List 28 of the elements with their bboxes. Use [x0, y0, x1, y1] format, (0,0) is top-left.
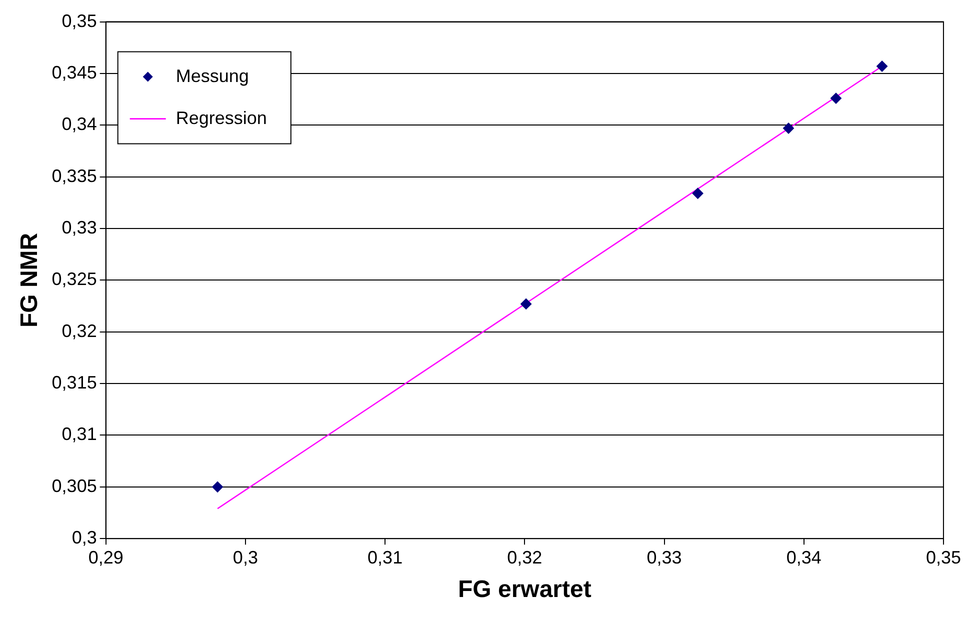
point — [876, 60, 888, 72]
y-tick-label: 0,33 — [62, 217, 97, 238]
y-tick-label: 0,345 — [52, 62, 97, 82]
y-tick-label: 0,35 — [62, 10, 97, 31]
y-tick-label: 0,315 — [52, 372, 97, 393]
x-tick-label: 0,35 — [926, 547, 962, 568]
y-tick-label: 0,32 — [62, 320, 97, 341]
y-tick-label: 0,335 — [52, 166, 97, 186]
legend-label: Regression — [176, 108, 267, 128]
point — [212, 481, 224, 492]
y-tick-label: 0,325 — [52, 269, 97, 290]
x-tick-label: 0,31 — [368, 547, 403, 568]
y-tick-label: 0,3 — [72, 528, 97, 548]
point — [830, 92, 842, 104]
point — [783, 122, 794, 134]
x-tick-label: 0,32 — [507, 547, 542, 568]
x-tick-label: 0,3 — [232, 547, 258, 568]
point — [692, 188, 704, 199]
y-tick-label: 0,31 — [62, 424, 97, 444]
legend-label: Messung — [176, 66, 249, 86]
y-tick-label: 0,305 — [52, 476, 97, 496]
point — [520, 298, 532, 310]
x-tick-label: 0,34 — [786, 547, 822, 568]
y-axis-title: FG NMR — [16, 232, 44, 328]
y-tick-label: 0,34 — [62, 114, 97, 134]
x-tick-label: 0,29 — [88, 547, 124, 568]
x-axis-title: FG erwartet — [458, 576, 592, 604]
x-tick-label: 0,33 — [646, 547, 682, 568]
